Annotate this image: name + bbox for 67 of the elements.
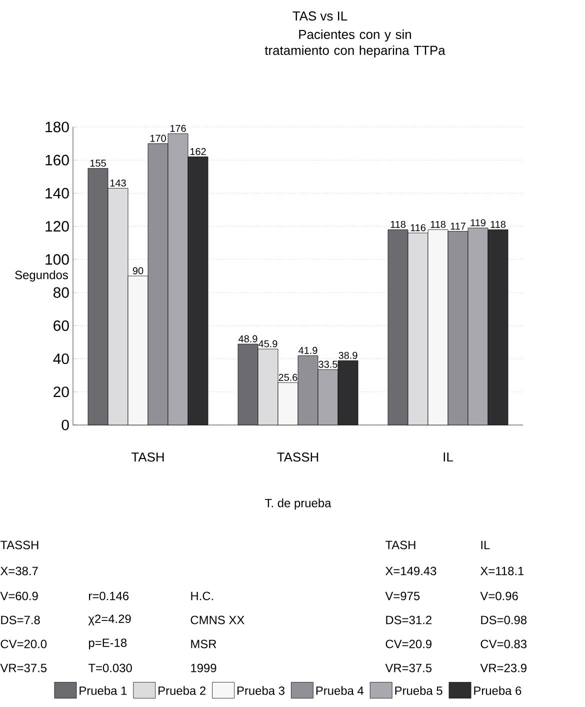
- text: X=149.43: [385, 566, 436, 576]
- data-label: 118: [390, 220, 406, 228]
- y-tick-label: 160: [46, 154, 69, 166]
- text: H.C.: [191, 592, 214, 600]
- text: IL: [481, 540, 490, 550]
- legend-label: Prueba 5: [395, 686, 442, 695]
- chart-subtitle: Pacientes con y sin tratamiento con heparina TTPa: [264, 30, 446, 58]
- text: V=0.96: [480, 592, 518, 600]
- text: X=118.1: [480, 566, 524, 576]
- data-label: 48.9: [238, 335, 258, 342]
- text: TASH: [385, 540, 416, 550]
- chart-title: TAS vs IL: [292, 11, 348, 21]
- y-axis-title: Segundos: [15, 270, 68, 282]
- legend-label: Prueba 4: [316, 686, 364, 695]
- text: T=0.030: [88, 664, 132, 672]
- text: VR=23.9: [480, 664, 526, 672]
- data-label: 38.9: [338, 352, 358, 359]
- text: DS=31.2: [386, 616, 432, 624]
- y-tick-label: 120: [46, 221, 69, 232]
- data-label: 118: [490, 220, 506, 228]
- y-tick-label: 20: [54, 386, 69, 398]
- y-tick-label: 60: [54, 320, 69, 331]
- y-tick-label: 0: [62, 420, 69, 430]
- text: TASSH: [0, 540, 38, 550]
- data-label: 25.6: [278, 374, 298, 381]
- text: CV=20.0: [0, 640, 47, 648]
- legend-label: Prueba 2: [158, 686, 206, 695]
- data-label: 162: [190, 148, 206, 156]
- text: χ2=4.29: [88, 614, 131, 626]
- text: V=60.9: [0, 592, 38, 600]
- text: MSR: [191, 640, 216, 648]
- text: CV=20.9: [386, 640, 432, 648]
- text: CMNS XX: [190, 616, 244, 624]
- y-tick-label: 140: [46, 188, 69, 198]
- data-label: 45.9: [258, 340, 278, 348]
- y-tick-label: 180: [46, 122, 69, 132]
- text: r=0.146: [88, 592, 129, 600]
- data-label: 117: [450, 222, 466, 230]
- x-axis-title: T. de prueba: [265, 498, 332, 510]
- x-tick-label: TASH: [132, 452, 164, 462]
- data-label: 176: [170, 124, 186, 132]
- text: p=E-18: [88, 638, 127, 650]
- data-label: 41.9: [298, 346, 318, 354]
- data-label: 119: [470, 219, 486, 226]
- data-label: 118: [430, 220, 446, 228]
- text: DS=7.8: [1, 616, 40, 624]
- x-tick-label: IL: [444, 452, 453, 462]
- data-label: 155: [90, 160, 106, 167]
- y-tick-label: 80: [54, 287, 69, 298]
- x-tick-label: TASSH: [277, 452, 318, 462]
- legend-label: Prueba 3: [237, 686, 284, 695]
- data-label: 90: [132, 267, 144, 274]
- legend-label: Prueba 6: [474, 686, 522, 695]
- text: X=38.7: [0, 566, 38, 576]
- y-tick-label: 40: [53, 353, 69, 364]
- data-label: 116: [410, 224, 426, 232]
- y-tick-label: 100: [46, 254, 69, 265]
- text: DS=0.98: [481, 616, 527, 624]
- text: VR=37.5: [0, 664, 47, 672]
- legend-label: Prueba 1: [80, 686, 127, 695]
- data-label: 143: [110, 180, 126, 187]
- text: V=975: [385, 592, 420, 600]
- text: CV=0.83: [480, 640, 527, 648]
- data-label: 33.5: [318, 360, 338, 368]
- text: 1999: [191, 664, 216, 672]
- text: VR=37.5: [385, 664, 432, 672]
- data-label: 170: [150, 134, 166, 142]
